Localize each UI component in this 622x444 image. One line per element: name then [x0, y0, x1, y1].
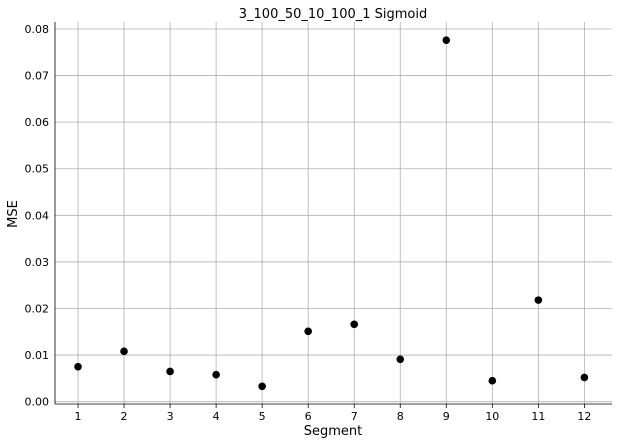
x-tick-label: 11: [531, 410, 545, 423]
ticks: 1 2 3 4 5 6 7 8 9 10 11 120.000.010.020.030.040.050…: [25, 23, 592, 423]
data-point: [350, 320, 359, 329]
y-tick-label: 0.05: [25, 163, 50, 176]
x-tick-label: 9: [443, 410, 450, 423]
x-tick-label: 10: [485, 410, 499, 423]
y-tick-label: 0.03: [25, 256, 50, 269]
data-point: [304, 327, 312, 336]
axes: [54, 22, 612, 405]
x-tick-label: 5: [259, 410, 266, 423]
y-axis-label: MSE: [6, 200, 21, 228]
x-tick-label: 8: [397, 410, 404, 423]
data-point: [74, 362, 82, 371]
y-tick-label: 0.07: [25, 70, 50, 83]
data-point: [396, 355, 405, 364]
y-tick-label: 0.01: [25, 349, 50, 362]
data-point: [120, 347, 128, 356]
x-tick-label: 7: [351, 410, 358, 423]
x-tick-label: 3: [167, 410, 174, 423]
x-tick-label: 4: [213, 410, 220, 423]
chart-title: 3_100_50_10_100_1 Sigmoid: [239, 7, 427, 22]
x-tick-label: 1: [75, 410, 82, 423]
data-point: [212, 370, 220, 379]
data-point: [580, 373, 589, 382]
y-tick-label: 0.06: [25, 116, 50, 129]
grid: [55, 22, 612, 404]
x-axis-label: Segment: [304, 424, 363, 439]
data-point: [442, 36, 451, 44]
y-tick-label: 0.08: [25, 23, 50, 36]
y-tick-label: 0.02: [25, 303, 50, 316]
x-tick-label: 2: [121, 410, 128, 423]
y-tick-label: 0.04: [25, 209, 50, 222]
y-tick-label: 0.00: [25, 396, 50, 409]
data-point: [258, 382, 266, 391]
data-point: [166, 367, 174, 376]
data-point: [534, 296, 543, 304]
data-point: [488, 376, 497, 385]
x-tick-label: 12: [577, 410, 591, 423]
x-tick-label: 6: [305, 410, 312, 423]
data-points: [74, 36, 589, 391]
